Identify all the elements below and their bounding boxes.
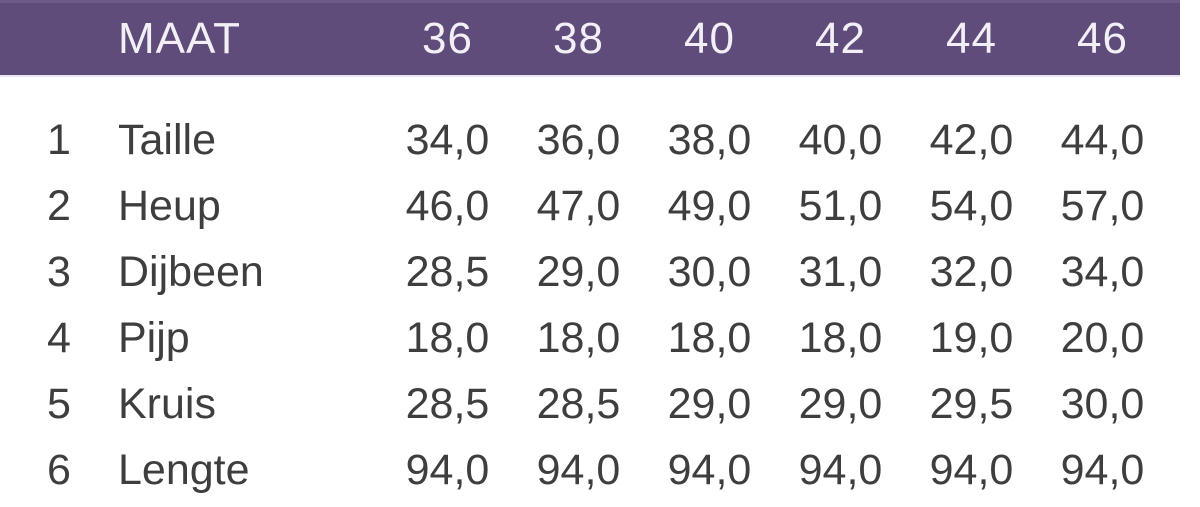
table-row-heup: 2 Heup 46,0 47,0 49,0 51,0 54,0 57,0 [0,173,1180,239]
table-row-dijbeen: 3 Dijbeen 28,5 29,0 30,0 31,0 32,0 34,0 [0,239,1180,305]
row-number: 2 [47,181,71,230]
header-size-44: 44 [946,14,997,63]
value-cell: 18,0 [667,313,752,362]
value-cell: 30,0 [1060,379,1145,428]
value-cell: 18,0 [536,313,621,362]
value-cell: 44,0 [1060,115,1145,164]
value-cell: 46,0 [405,181,490,230]
value-cell: 28,5 [536,379,621,428]
value-cell: 94,0 [798,445,883,494]
row-number: 4 [47,313,71,362]
table-row-pijp: 4 Pijp 18,0 18,0 18,0 18,0 19,0 20,0 [0,305,1180,371]
header-size-36: 36 [422,14,473,63]
header-size-46: 46 [1077,14,1128,63]
value-cell: 18,0 [798,313,883,362]
value-cell: 28,5 [405,379,490,428]
value-cell: 47,0 [536,181,621,230]
row-number: 3 [47,247,71,296]
value-cell: 34,0 [405,115,490,164]
header-maat-label: MAAT [118,14,241,63]
value-cell: 42,0 [929,115,1014,164]
value-cell: 29,0 [536,247,621,296]
header-size-40: 40 [684,14,735,63]
row-label: Pijp [118,313,190,362]
value-cell: 30,0 [667,247,752,296]
row-label: Heup [118,181,221,230]
row-label: Dijbeen [118,247,264,296]
table-body: 1 Taille 34,0 36,0 38,0 40,0 42,0 44,0 2… [0,77,1200,503]
value-cell: 20,0 [1060,313,1145,362]
value-cell: 94,0 [536,445,621,494]
table-row-lengte: 6 Lengte 94,0 94,0 94,0 94,0 94,0 94,0 [0,437,1180,503]
value-cell: 51,0 [798,181,883,230]
header-size-38: 38 [553,14,604,63]
value-cell: 28,5 [405,247,490,296]
value-cell: 19,0 [929,313,1014,362]
value-cell: 32,0 [929,247,1014,296]
value-cell: 31,0 [798,247,883,296]
value-cell: 36,0 [536,115,621,164]
value-cell: 18,0 [405,313,490,362]
value-cell: 94,0 [929,445,1014,494]
value-cell: 54,0 [929,181,1014,230]
value-cell: 40,0 [798,115,883,164]
table-row-taille: 1 Taille 34,0 36,0 38,0 40,0 42,0 44,0 [0,107,1180,173]
value-cell: 57,0 [1060,181,1145,230]
value-cell: 34,0 [1060,247,1145,296]
value-cell: 38,0 [667,115,752,164]
value-cell: 94,0 [405,445,490,494]
row-label: Kruis [118,379,216,428]
header-size-42: 42 [815,14,866,63]
value-cell: 29,5 [929,379,1014,428]
table-row-kruis: 5 Kruis 28,5 28,5 29,0 29,0 29,5 30,0 [0,371,1180,437]
table-header-row: MAAT 36 38 40 42 44 46 [0,0,1180,77]
row-label: Taille [118,115,216,164]
value-cell: 49,0 [667,181,752,230]
row-number: 1 [47,115,71,164]
value-cell: 29,0 [667,379,752,428]
row-label: Lengte [118,445,250,494]
value-cell: 94,0 [667,445,752,494]
value-cell: 94,0 [1060,445,1145,494]
value-cell: 29,0 [798,379,883,428]
row-number: 5 [47,379,71,428]
row-number: 6 [47,445,71,494]
